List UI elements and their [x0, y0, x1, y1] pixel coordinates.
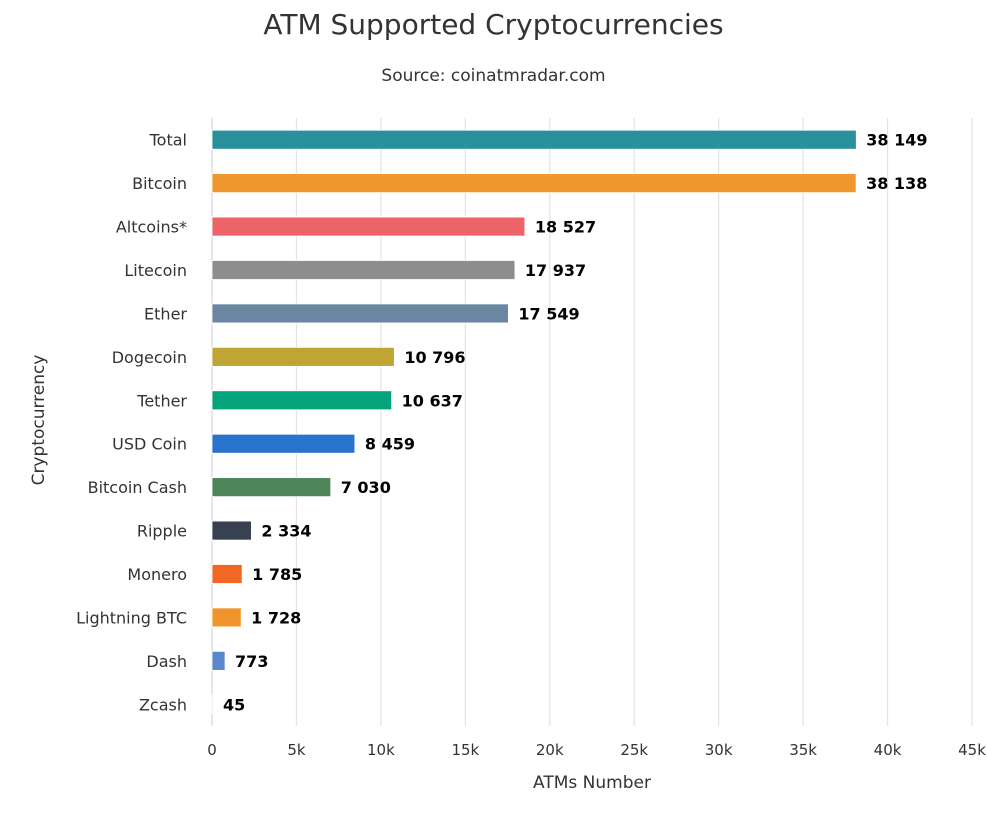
chart-title: ATM Supported Cryptocurrencies [263, 8, 724, 41]
bar-value-label: 10 796 [404, 348, 465, 367]
bar-value-label: 1 728 [251, 608, 301, 627]
y-tick-label: Zcash [139, 695, 187, 714]
bar[interactable] [211, 433, 356, 454]
bar[interactable] [211, 650, 226, 671]
bar-value-label: 18 527 [535, 218, 596, 237]
y-tick-label: Tether [136, 391, 187, 410]
y-tick-label: Bitcoin [132, 174, 187, 193]
bar-value-label: 1 785 [252, 565, 302, 584]
x-tick-label: 25k [620, 741, 648, 759]
bar-value-label: 10 637 [402, 391, 463, 410]
y-tick-label: USD Coin [112, 435, 187, 454]
y-tick-label: Litecoin [124, 261, 187, 280]
y-tick-label: Bitcoin Cash [88, 478, 187, 497]
bar[interactable] [211, 607, 242, 628]
bar[interactable] [211, 564, 243, 584]
y-tick-label: Ether [144, 304, 187, 323]
bar-value-label: 45 [223, 695, 245, 714]
chart-subtitle: Source: coinatmradar.com [381, 66, 606, 86]
y-tick-label: Monero [127, 565, 187, 584]
bar-value-label: 17 937 [525, 261, 586, 280]
x-tick-label: 30k [705, 741, 733, 759]
bar-value-label: 38 149 [866, 131, 927, 150]
bar[interactable] [211, 303, 509, 324]
y-tick-label: Lightning BTC [76, 608, 187, 627]
x-tick-label: 45k [958, 741, 986, 759]
bar[interactable] [211, 477, 332, 498]
bar-value-label: 2 334 [261, 522, 311, 541]
bar[interactable] [211, 260, 516, 280]
y-tick-label: Dogecoin [112, 348, 187, 367]
x-tick-label: 35k [789, 741, 817, 759]
bar-value-label: 8 459 [365, 435, 415, 454]
bar[interactable] [211, 390, 393, 411]
bar-value-label: 7 030 [341, 478, 391, 497]
y-tick-label: Altcoins* [116, 218, 187, 237]
x-tick-label: 15k [451, 741, 479, 759]
bar-value-label: 38 138 [866, 174, 927, 193]
bar[interactable] [211, 520, 252, 541]
bar[interactable] [211, 173, 857, 194]
y-tick-label: Total [149, 131, 187, 150]
x-axis-title: ATMs Number [533, 773, 651, 793]
x-axis-ticks: 0 5k 10k 15k 20k 25k 30k 35k 40k 45k [207, 741, 986, 759]
x-tick-label: 20k [536, 741, 564, 759]
y-axis-ticks: Total Bitcoin Altcoins* Litecoin Ether Dogeco… [76, 131, 187, 715]
bar[interactable] [211, 216, 526, 237]
bar[interactable] [211, 129, 857, 150]
bars: 38 149 38 138 18 527 17 937 17 549 10 796 10 6… [211, 129, 928, 715]
grid-lines [211, 118, 973, 726]
y-tick-label: Ripple [137, 522, 187, 541]
bar-value-label: 17 549 [518, 304, 579, 323]
bar[interactable] [211, 346, 395, 367]
x-tick-label: 40k [874, 741, 902, 759]
x-tick-label: 0 [207, 741, 217, 759]
y-tick-label: Dash [146, 652, 187, 671]
x-tick-label: 10k [367, 741, 395, 759]
bar-value-label: 773 [235, 652, 268, 671]
y-axis-title: Cryptocurrency [29, 355, 49, 486]
bar[interactable] [211, 694, 214, 715]
x-tick-label: 5k [287, 741, 306, 759]
